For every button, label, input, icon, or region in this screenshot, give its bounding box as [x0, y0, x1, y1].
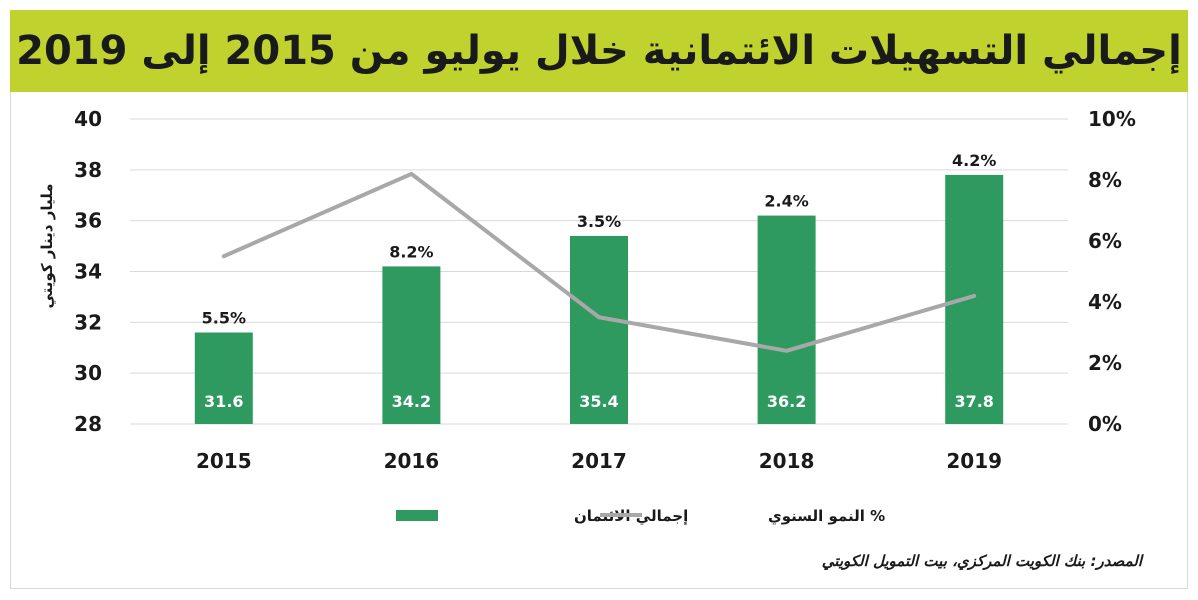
y-axis-title: مليار دينار كويتي	[38, 183, 56, 308]
y2-tick-label: 4%	[1088, 290, 1122, 314]
bar-value-label: 35.4	[579, 392, 618, 411]
title-bar: إجمالي التسهيلات الائتمانية خلال يوليو م…	[10, 10, 1188, 92]
y-tick-label: 38	[74, 158, 102, 182]
growth-label: 5.5%	[202, 309, 246, 328]
growth-label: 2.4%	[764, 192, 808, 211]
x-tick-label: 2015	[196, 449, 252, 473]
x-tick-label: 2017	[571, 449, 627, 473]
legend-swatch-bars	[396, 510, 438, 521]
legend-label-line: % النمو السنوي	[768, 507, 885, 526]
y-tick-label: 30	[74, 361, 102, 385]
x-tick-label: 2018	[759, 449, 815, 473]
y2-tick-label: 0%	[1088, 412, 1122, 436]
y2-tick-label: 8%	[1088, 168, 1122, 192]
growth-label: 8.2%	[389, 242, 433, 261]
y-tick-label: 34	[74, 260, 102, 284]
y-tick-label: 32	[74, 310, 102, 334]
y2-tick-label: 10%	[1088, 107, 1136, 131]
x-tick-label: 2019	[946, 449, 1002, 473]
y2-tick-label: 2%	[1088, 351, 1122, 375]
growth-label: 3.5%	[577, 212, 621, 231]
bar	[757, 215, 816, 424]
bar-value-label: 34.2	[392, 392, 431, 411]
bar-value-label: 36.2	[767, 392, 806, 411]
bar-value-label: 31.6	[204, 392, 243, 411]
chart-title: إجمالي التسهيلات الائتمانية خلال يوليو م…	[16, 28, 1182, 74]
bar-value-label: 37.8	[954, 392, 993, 411]
growth-label: 4.2%	[952, 151, 996, 170]
growth-line	[221, 171, 977, 353]
bar	[194, 332, 253, 424]
y-tick-label: 36	[74, 209, 102, 233]
source-note: المصدر: بنك الكويت المركزي، بيت التمويل …	[821, 552, 1142, 570]
bar	[945, 174, 1004, 424]
x-tick-label: 2016	[384, 449, 440, 473]
y-tick-label: 28	[74, 412, 102, 436]
y2-tick-label: 6%	[1088, 229, 1122, 253]
y-tick-label: 40	[74, 107, 102, 131]
bar	[382, 266, 441, 424]
bar	[570, 235, 628, 424]
